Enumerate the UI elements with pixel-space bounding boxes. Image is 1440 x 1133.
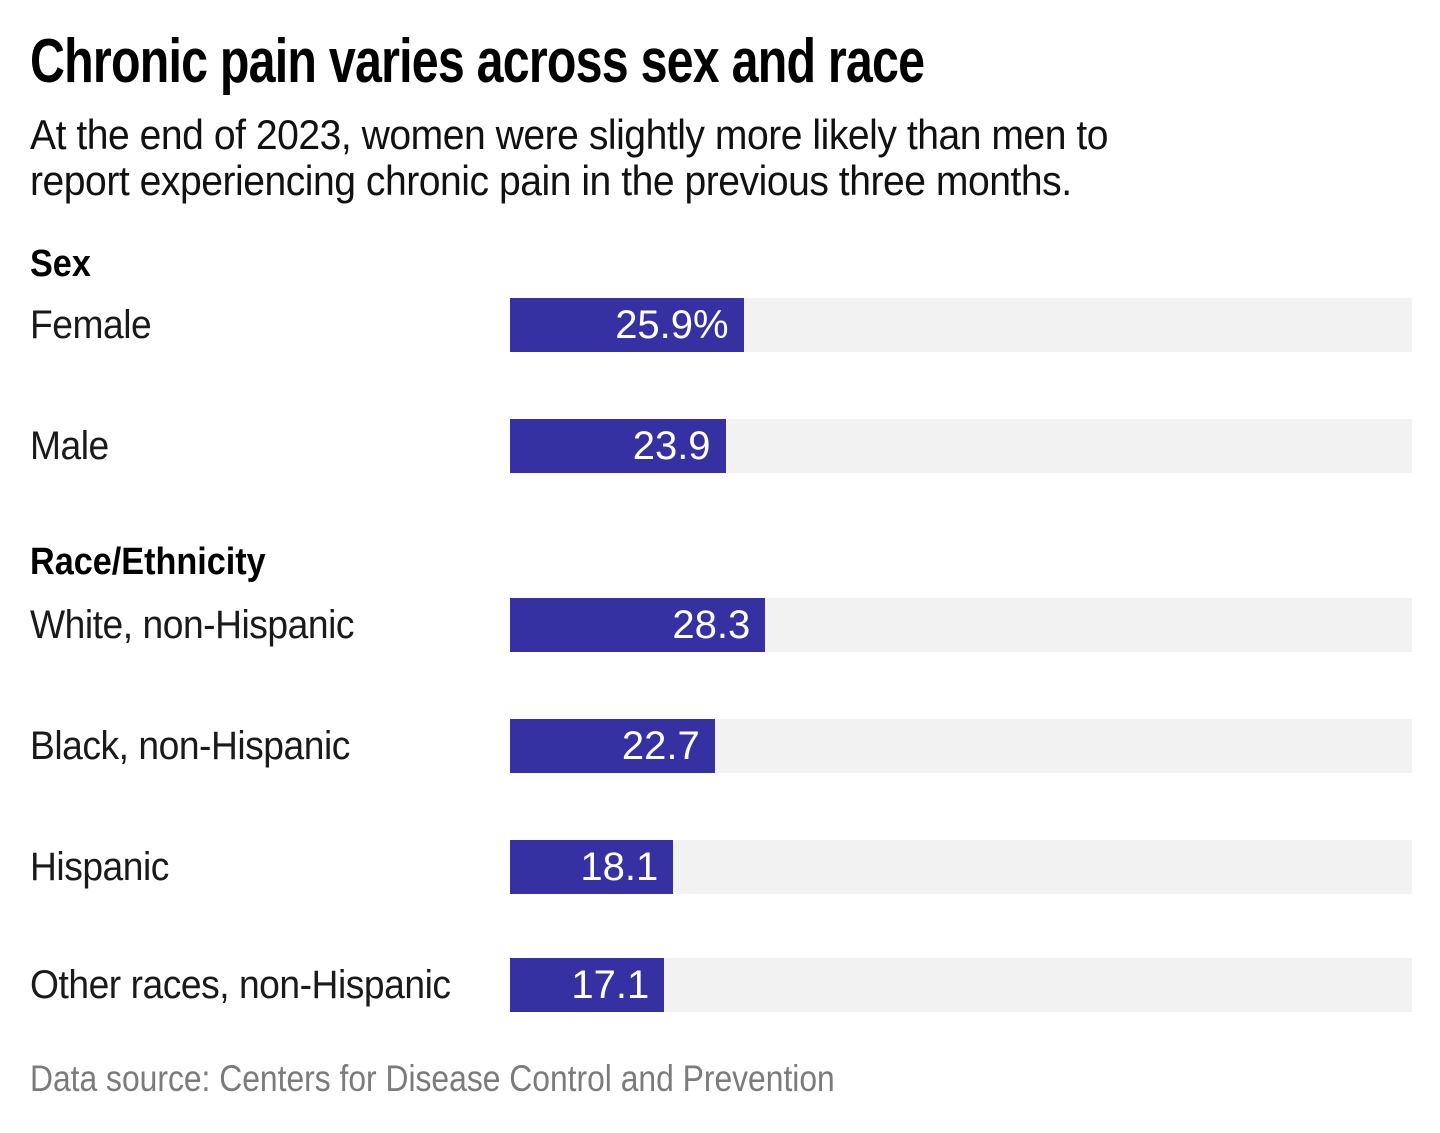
bar-fill-hispanic: 18.1 — [510, 840, 674, 894]
bar-track-black-non-hispanic: 22.7 — [510, 719, 1412, 773]
chart-title: Chronic pain varies across sex and race — [30, 27, 925, 96]
bar-value-label-other-races: 17.1 — [571, 962, 650, 1007]
bar-value-label-male: 23.9 — [632, 423, 711, 468]
chart-subtitle-line1: At the end of 2023, women were slightly … — [30, 111, 1108, 158]
bar-label-hispanic: Hispanic — [30, 844, 169, 889]
bar-value-label-black-non-hispanic: 22.7 — [621, 723, 700, 768]
bar-track-male: 23.9 — [510, 419, 1412, 473]
bar-label-female: Female — [30, 302, 152, 347]
bar-value-label-white-non-hispanic: 28.3 — [672, 602, 751, 647]
bar-label-black-non-hispanic: Black, non-Hispanic — [30, 723, 350, 768]
bar-track-hispanic: 18.1 — [510, 840, 1412, 894]
bar-fill-male: 23.9 — [510, 419, 726, 473]
bar-fill-white-non-hispanic: 28.3 — [510, 598, 766, 652]
chart-subtitle-line2: report experiencing chronic pain in the … — [30, 157, 1072, 204]
bar-value-label-hispanic: 18.1 — [580, 844, 659, 889]
bar-label-white-non-hispanic: White, non-Hispanic — [30, 602, 355, 647]
bar-fill-other-races: 17.1 — [510, 958, 665, 1012]
bar-label-other-races: Other races, non-Hispanic — [30, 962, 451, 1007]
bar-label-male: Male — [30, 423, 109, 468]
section-header-sex: Sex — [30, 243, 91, 285]
section-header-race-ethnicity: Race/Ethnicity — [30, 541, 266, 583]
bar-value-label-female: 25.9% — [615, 302, 729, 347]
bar-fill-female: 25.9% — [510, 298, 744, 352]
bar-fill-black-non-hispanic: 22.7 — [510, 719, 715, 773]
bar-track-other-races: 17.1 — [510, 958, 1412, 1012]
bar-track-white-non-hispanic: 28.3 — [510, 598, 1412, 652]
data-source: Data source: Centers for Disease Control… — [30, 1058, 835, 1099]
bar-track-female: 25.9% — [510, 298, 1412, 352]
chart-subtitle: At the end of 2023, women were slightly … — [30, 112, 1108, 204]
